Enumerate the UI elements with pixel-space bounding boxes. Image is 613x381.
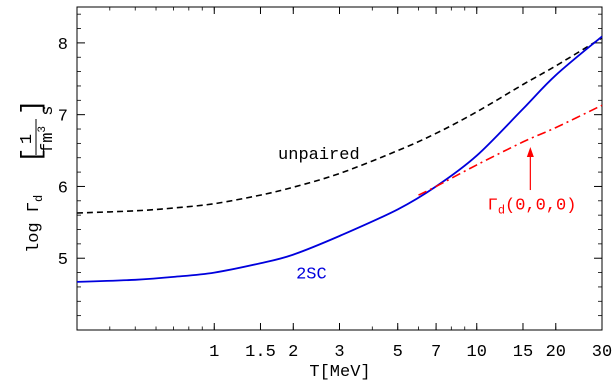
x-tick-label: 2 (288, 343, 298, 362)
series-line-2sc (76, 35, 603, 283)
y-axis-bracket-right: ] (17, 99, 47, 115)
y-tick-label: 8 (58, 36, 68, 55)
x-tick-label: 10 (467, 343, 487, 362)
series-line-unpaired (76, 37, 603, 214)
y-axis-fraction-denominator: fm3 s (37, 106, 58, 153)
y-tick-label: 5 (58, 251, 68, 270)
series-lines (76, 35, 603, 283)
y-axis-title-prefix: log Γd (25, 195, 46, 253)
arrow-head (526, 146, 534, 157)
axis-ticks (76, 7, 603, 330)
tick-labels: 1 1.5 2 3 5 7 10 15 20 30 5 6 7 8 (58, 36, 612, 362)
x-tick-label: 30 (592, 343, 612, 362)
gamma-args: (0,0,0) (505, 196, 576, 215)
y-tick-label: 7 (58, 108, 68, 127)
series-line-gamma-d (418, 104, 603, 196)
x-tick-label: 20 (546, 343, 566, 362)
x-tick-label: 7 (431, 343, 441, 362)
annotation-2sc: 2SC (296, 265, 327, 284)
annotation-unpaired: unpaired (278, 146, 360, 165)
annotation-arrow (526, 146, 534, 191)
plot-frame (76, 6, 603, 331)
plot-border (76, 6, 603, 331)
x-axis-title: T[MeV] (309, 363, 370, 381)
x-tick-label: 15 (513, 343, 533, 362)
y-tick-label: 6 (58, 179, 68, 198)
gamma-symbol: Γ (488, 196, 498, 215)
y-axis-title: log Γd [ 1 fm3 s ] (17, 99, 58, 253)
gamma-subscript: d (498, 203, 505, 217)
x-tick-label: 1 (209, 343, 219, 362)
x-tick-label: 5 (393, 343, 403, 362)
x-tick-label: 3 (334, 343, 344, 362)
annotation-gamma-d: Γd(0,0,0) (488, 196, 577, 217)
y-axis-bracket-left: [ (17, 147, 47, 163)
x-tick-label: 1.5 (245, 343, 276, 362)
y-axis-fraction-numerator: 1 (18, 134, 37, 144)
